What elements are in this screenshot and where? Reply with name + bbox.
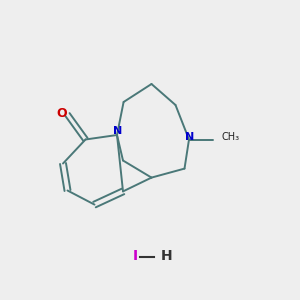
Text: CH₃: CH₃ bbox=[221, 132, 239, 142]
Text: O: O bbox=[57, 106, 68, 120]
Text: N: N bbox=[113, 126, 122, 136]
Text: N: N bbox=[185, 131, 194, 142]
Text: I: I bbox=[133, 250, 138, 263]
Text: H: H bbox=[160, 250, 172, 263]
